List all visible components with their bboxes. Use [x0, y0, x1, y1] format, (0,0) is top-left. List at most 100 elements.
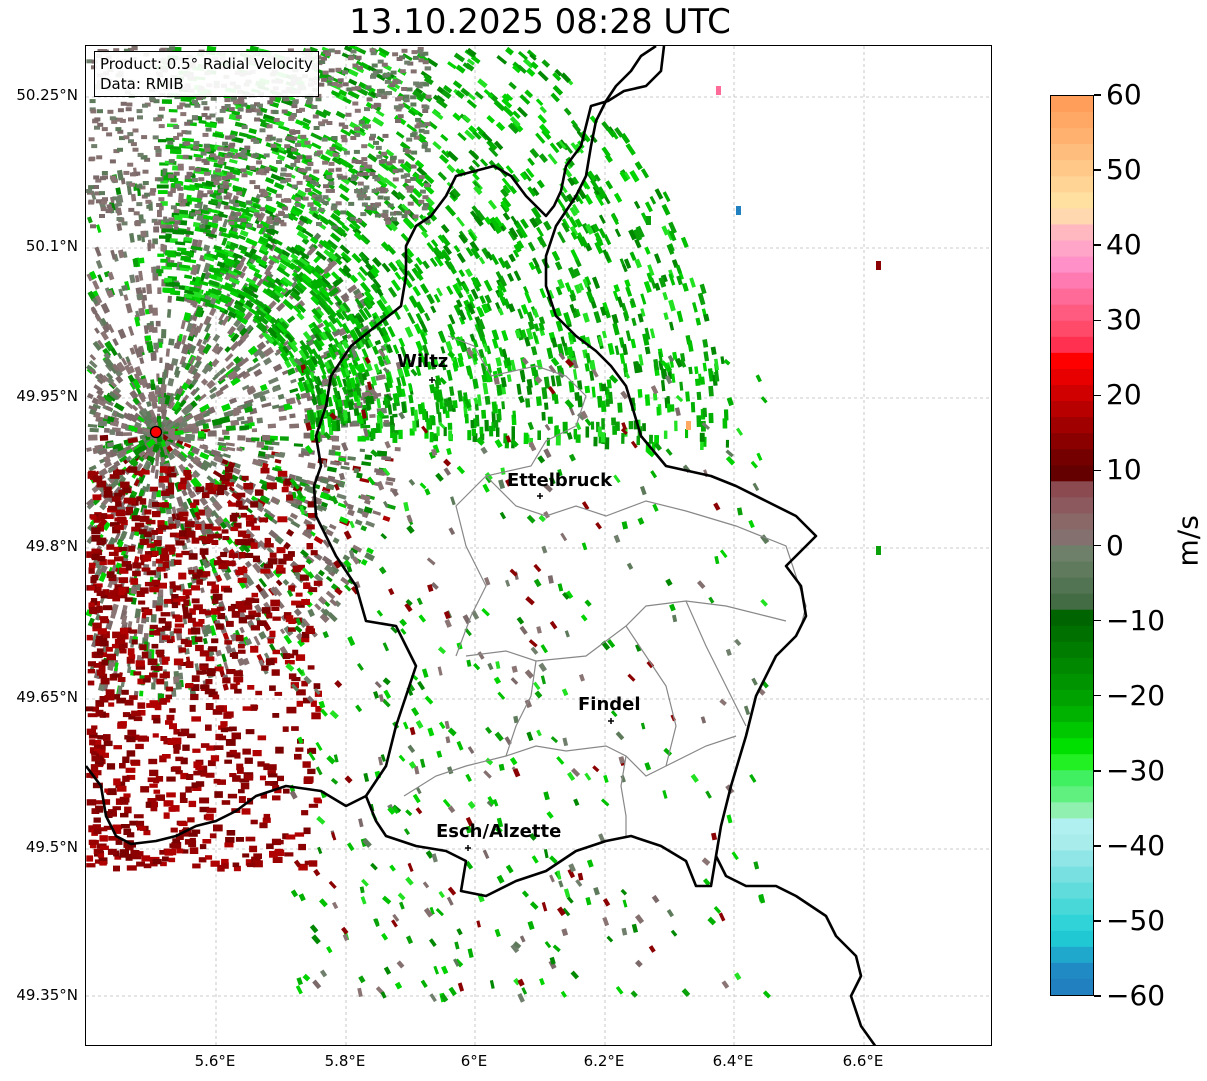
echo-pixel — [178, 572, 187, 580]
echo-pixel — [224, 759, 232, 764]
echo-pixel — [412, 285, 421, 297]
echo-pixel — [582, 312, 590, 323]
echo-pixel — [321, 137, 328, 142]
echo-pixel — [112, 443, 122, 450]
echo-pixel — [202, 343, 212, 355]
echo-pixel — [225, 739, 236, 746]
echo-pixel — [118, 288, 124, 297]
echo-pixel — [637, 389, 643, 398]
echo-pixel — [331, 445, 341, 451]
echo-pixel — [151, 243, 155, 249]
echo-pixel — [474, 91, 484, 100]
echo-pixel — [91, 534, 101, 542]
echo-pixel — [187, 450, 195, 458]
echo-pixel — [232, 775, 241, 782]
echo-pixel — [313, 683, 321, 690]
radar-map[interactable]: Wiltz Ettelbruck Findel Esch/Alzette — [85, 45, 992, 1046]
echo-pixel — [186, 683, 194, 688]
echo-pixel — [202, 459, 213, 469]
echo-pixel — [331, 420, 338, 432]
echo-pixel — [550, 375, 556, 387]
echo-pixel — [106, 544, 115, 550]
echo-pixel — [339, 516, 349, 525]
echo-pixel — [99, 434, 109, 441]
echo-pixel — [353, 149, 360, 154]
echo-pixel — [146, 703, 154, 708]
echo-pixel — [305, 558, 313, 565]
echo-pixel — [105, 646, 113, 652]
echo-pixel — [477, 78, 488, 89]
echo-pixel — [352, 420, 359, 425]
echo-pixel — [629, 169, 640, 183]
echo-pixel — [247, 685, 255, 690]
echo-pixel — [274, 458, 282, 464]
echo-pixel — [554, 261, 563, 271]
echo-pixel — [282, 726, 289, 732]
echo-pixel — [486, 115, 496, 124]
echo-pixel — [156, 627, 165, 632]
echo-pixel — [179, 209, 189, 215]
echo-pixel — [471, 428, 476, 436]
echo-pixel — [264, 537, 271, 544]
echo-pixel — [118, 455, 128, 463]
echo-pixel — [201, 558, 209, 569]
echo-pixel — [107, 271, 115, 281]
echo-pixel — [495, 357, 503, 367]
echo-pixel — [472, 339, 479, 348]
echo-pixel — [286, 494, 294, 501]
echo-pixel — [171, 602, 179, 609]
echo-pixel — [199, 548, 209, 555]
echo-pixel — [142, 287, 146, 294]
echo-pixel — [452, 80, 463, 89]
echo-pixel — [239, 425, 250, 431]
echo-pixel — [613, 192, 623, 203]
echo-pixel — [303, 827, 311, 835]
echo-pixel — [128, 531, 135, 540]
echo-pixel — [361, 144, 368, 149]
echo-pixel — [210, 449, 221, 457]
echo-pixel — [194, 511, 202, 521]
echo-pixel — [642, 423, 646, 432]
echo-pixel — [205, 679, 213, 685]
echo-pixel — [311, 142, 322, 150]
echo-pixel — [111, 496, 121, 502]
echo-pixel — [128, 207, 135, 212]
echo-pixel — [140, 230, 147, 238]
echo-pixel — [398, 429, 403, 440]
echo-pixel — [212, 593, 223, 601]
echo-pixel — [277, 775, 284, 782]
echo-pixel — [535, 396, 542, 407]
echo-pixel — [271, 441, 280, 446]
echo-pixel — [304, 140, 311, 145]
echo-pixel — [157, 253, 165, 257]
echo-pixel — [231, 732, 241, 740]
echo-pixel — [568, 380, 575, 393]
echo-pixel — [666, 403, 671, 413]
echo-pixel — [252, 598, 260, 603]
echo-pixel — [86, 216, 93, 224]
echo-pixel — [192, 99, 198, 104]
echo-pixel — [126, 736, 136, 743]
echo-pixel — [191, 627, 201, 635]
echo-pixel — [110, 812, 117, 817]
echo-pixel — [196, 189, 204, 201]
echo-pixel — [230, 474, 239, 482]
echo-pixel — [112, 337, 119, 347]
echo-pixel — [129, 695, 138, 700]
echo-pixel — [376, 398, 382, 409]
echo-pixel — [221, 403, 231, 412]
echo-pixel — [158, 617, 166, 624]
echo-pixel — [225, 472, 233, 479]
echo-pixel — [201, 668, 208, 675]
echo-pixel — [152, 560, 157, 567]
echo-pixel — [396, 376, 402, 387]
echo-pixel — [179, 530, 187, 537]
echo-pixel — [203, 106, 210, 111]
echo-pixel — [668, 273, 676, 286]
echo-pixel — [364, 454, 373, 461]
echo-pixel — [233, 670, 243, 677]
echo-pixel — [361, 461, 372, 467]
echo-pixel — [306, 543, 314, 550]
echo-pixel — [276, 547, 286, 554]
echo-pixel — [586, 290, 595, 303]
